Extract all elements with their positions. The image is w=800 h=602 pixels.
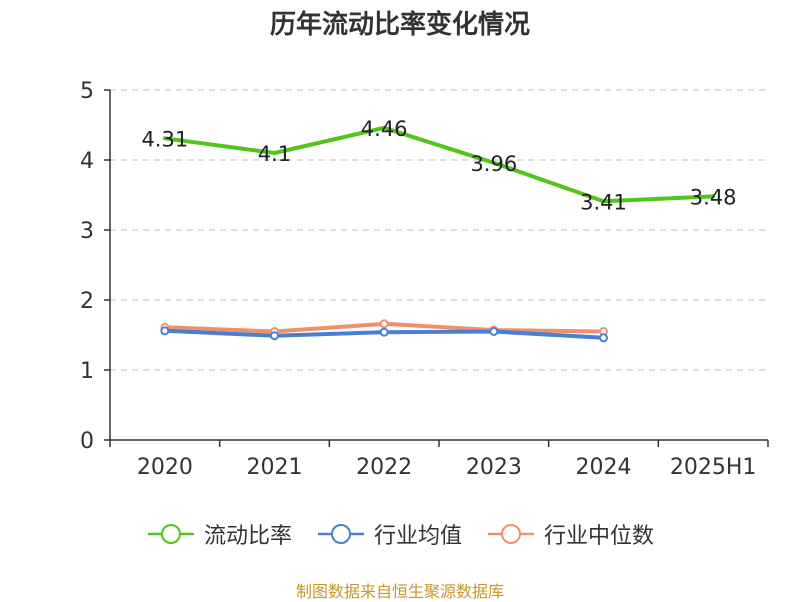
data-point	[489, 327, 499, 336]
x-tick-label: 2021	[247, 455, 303, 480]
data-point	[160, 326, 170, 336]
series-line	[162, 125, 716, 204]
data-point	[599, 333, 608, 343]
data-label: 3.48	[690, 185, 737, 209]
x-tick-label: 2023	[466, 455, 522, 480]
legend-label: 行业中位数	[544, 524, 655, 549]
legend-label: 行业均值	[373, 524, 462, 549]
data-label: 3.41	[580, 190, 627, 214]
legend-item[interactable]: 行业均值	[316, 518, 462, 550]
legend-marker-icon	[317, 524, 364, 544]
legend-circle	[160, 524, 181, 544]
series-lines	[160, 125, 716, 343]
legend: 流动比率 行业均值 行业中位数	[0, 518, 800, 550]
x-tick-label: 2025H1	[670, 455, 757, 480]
y-tick-label: 2	[80, 289, 94, 314]
data-labels: 4.31 4.1 4.46 3.96 3.41 3.48	[141, 117, 736, 215]
data-label: 4.1	[258, 142, 291, 166]
data-label: 4.46	[361, 117, 408, 141]
x-tick-label: 2022	[356, 455, 412, 480]
x-tick-label: 2020	[137, 455, 193, 480]
data-point	[379, 319, 389, 329]
chart-title: 历年流动比率变化情况	[269, 10, 530, 40]
y-tick-label: 3	[80, 219, 94, 244]
legend-item[interactable]: 流动比率	[146, 518, 292, 550]
legend-circle	[501, 524, 521, 544]
source-note: 制图数据来自恒生聚源数据库	[295, 582, 504, 601]
y-tick-label: 5	[80, 79, 94, 104]
legend-marker-icon	[488, 524, 534, 544]
legend-marker-icon	[147, 524, 194, 544]
data-point	[379, 327, 389, 337]
data-point	[270, 331, 279, 341]
y-tick-label: 1	[80, 359, 94, 384]
legend-item[interactable]: 行业中位数	[486, 518, 654, 550]
legend-circle	[330, 524, 351, 544]
data-label: 3.96	[470, 152, 517, 176]
x-tick-label: 2024	[576, 455, 632, 480]
axes: 0 1 2 3 4 5 2020 2021 2022 2023 2024 2025H1	[80, 79, 769, 480]
data-label: 4.31	[141, 127, 188, 151]
legend-label: 流动比率	[203, 524, 292, 549]
y-tick-label: 0	[80, 429, 94, 454]
y-tick-label: 4	[80, 149, 94, 174]
